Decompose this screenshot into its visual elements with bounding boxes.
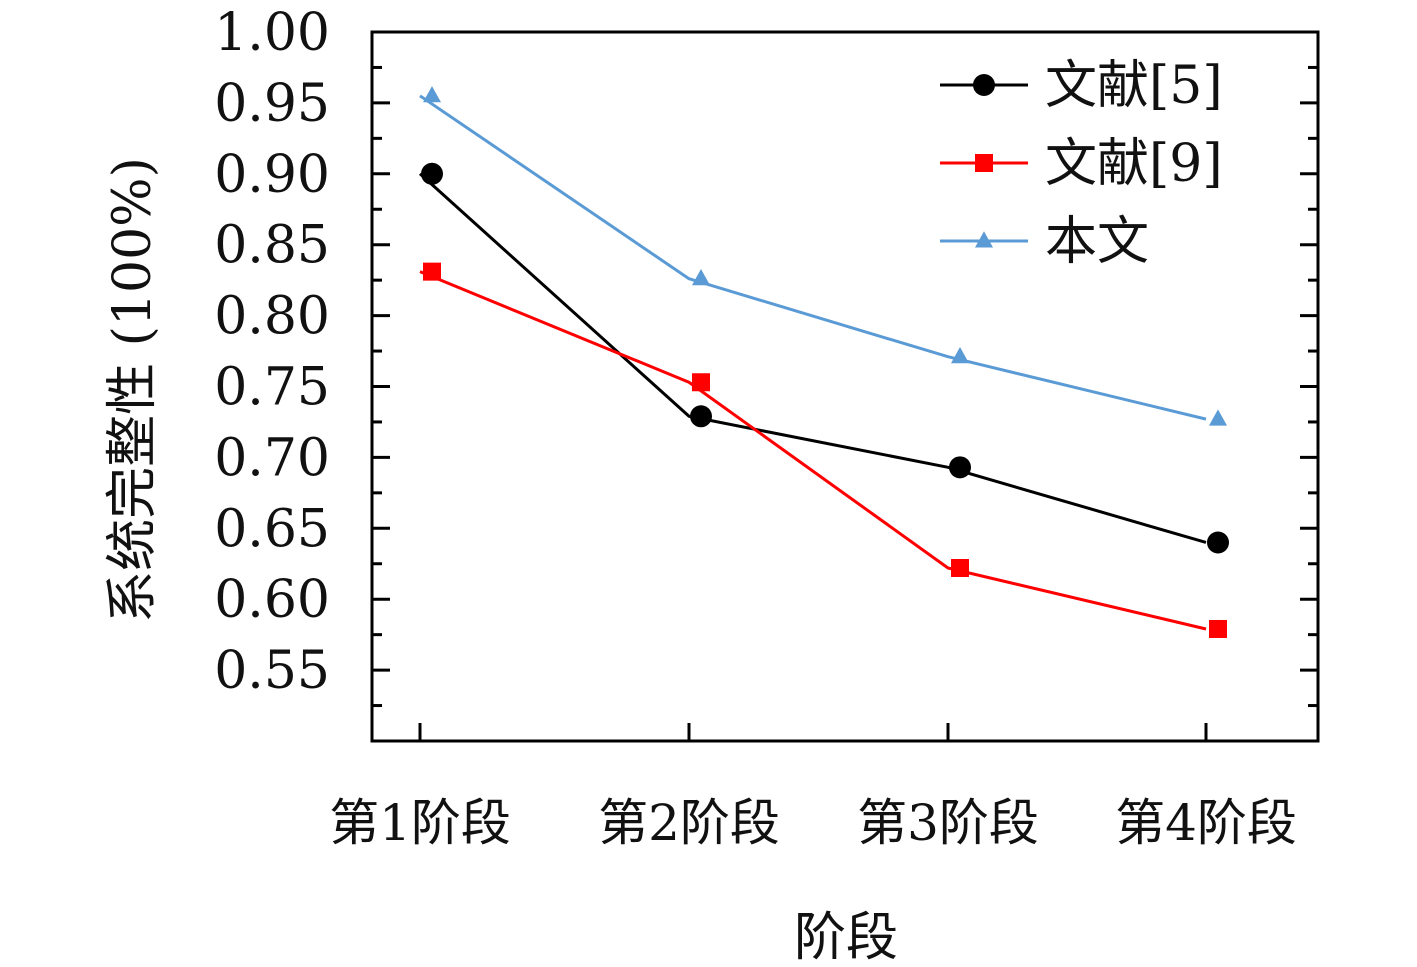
data-point-triangle [423,86,441,103]
y-tick-label: 0.65 [214,499,330,559]
data-point-triangle [692,269,710,286]
data-point-circle [421,162,443,185]
legend-item: 文献[9] [940,134,1223,194]
data-point-square [692,373,710,392]
legend-label: 本文 [1045,212,1149,272]
data-point-circle [973,74,995,96]
y-tick-label: 0.70 [214,428,330,488]
x-tick-label: 第3阶段 [857,794,1039,852]
legend-label: 文献[5] [1045,56,1223,116]
y-tick-label: 0.95 [214,74,330,134]
y-tick-label: 0.90 [214,145,330,205]
data-point-circle [690,405,712,428]
legend: 文献[5] 文献[9] 本文 [940,56,1223,272]
y-tick-label: 0.55 [214,641,330,701]
legend-item: 本文 [940,212,1149,272]
data-point-square [975,154,993,172]
series-line [419,270,1207,631]
y-axis-title: 系统完整性 (100%) [103,157,163,623]
y-tick-label: 0.80 [214,287,330,347]
data-point-circle [949,456,971,479]
series-2 [419,262,1227,638]
legend-item: 文献[5] [940,56,1223,116]
y-tick-label: 0.60 [214,570,330,630]
data-point-square [1209,619,1227,638]
data-point-square [423,262,441,281]
x-tick-label: 第4阶段 [1115,794,1297,852]
series-1 [418,162,1229,554]
data-point-triangle [951,347,969,364]
data-point-square [951,559,969,578]
data-point-triangle [1209,409,1227,426]
x-axis-ticks: 第1阶段 第2阶段 第3阶段 第4阶段 [329,723,1297,852]
y-tick-label: 0.75 [214,358,330,418]
data-point-triangle [975,231,993,248]
x-tick-label: 第1阶段 [329,794,511,852]
series-line [418,172,1207,544]
y-axis-ticks: 0.55 0.60 0.65 0.70 0.75 0.80 0.85 0.90 0.95 1.00 [214,3,1318,743]
legend-label: 文献[9] [1045,134,1223,194]
y-tick-label: 0.85 [214,216,330,276]
series-layer [418,86,1229,638]
y-tick-label: 1.00 [214,3,330,63]
series-3 [419,86,1227,426]
x-axis-title: 阶段 [794,908,898,967]
x-tick-label: 第2阶段 [598,794,780,852]
series-line [419,94,1207,421]
data-point-circle [1207,531,1229,554]
